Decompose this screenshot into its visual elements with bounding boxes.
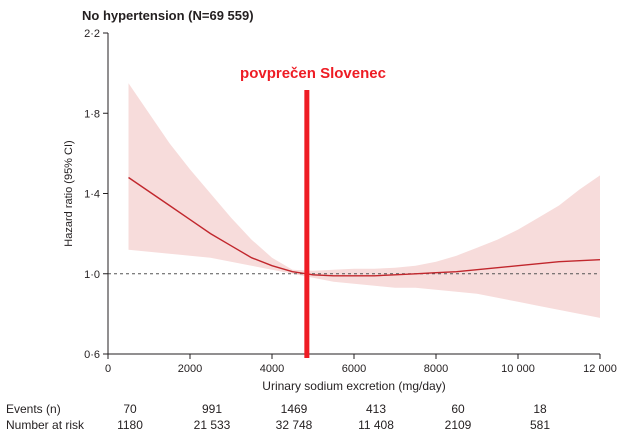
confidence-band: [128, 83, 600, 318]
y-tick-label: 1·0: [84, 269, 100, 281]
y-tick-label: 1·8: [84, 108, 100, 120]
x-tick-label: 12 000: [583, 363, 617, 375]
x-axis-label: Urinary sodium excretion (mg/day): [262, 379, 445, 393]
x-tick-label: 0: [105, 363, 111, 375]
x-tick-label: 6000: [342, 363, 366, 375]
confidence-band-layer: [128, 83, 600, 318]
x-tick-label: 2000: [178, 363, 202, 375]
risk-cell: 21 533: [194, 418, 231, 432]
annotation-layer: povprečen Slovenec: [240, 65, 386, 358]
risk-cell: 581: [530, 418, 550, 432]
risk-cell: 60: [451, 402, 465, 416]
risk-cell: 1469: [281, 402, 308, 416]
x-tick-label: 4000: [260, 363, 284, 375]
risk-cell: 18: [533, 402, 547, 416]
risk-row-label: Events (n): [6, 402, 61, 416]
risk-cell: 413: [366, 402, 386, 416]
y-tick-label: 0·6: [84, 349, 100, 361]
risk-row-label: Number at risk: [6, 418, 85, 432]
axes-layer: 0·6 1·0 1·4 1·8 2·2 0 2000 4000 6000 8000 10 000 12…: [84, 28, 617, 375]
risk-cell: 991: [202, 402, 222, 416]
risk-cell: 11 408: [358, 418, 394, 432]
risk-table: Events (n) 70 991 1469 413 60 18 Number at risk…: [6, 402, 550, 432]
x-tick-label: 8000: [424, 363, 448, 375]
y-tick-label: 2·2: [84, 28, 100, 40]
chart-title: No hypertension (N=69 559): [82, 8, 254, 23]
series-line-layer: [128, 176, 601, 277]
hazard-ratio-line: [128, 176, 601, 277]
y-tick-label: 1·4: [84, 189, 100, 201]
risk-cell: 32 748: [276, 418, 313, 432]
y-axis-label: Hazard ratio (95% CI): [63, 140, 75, 246]
risk-cell: 2109: [445, 418, 472, 432]
average-slovenian-label: povprečen Slovenec: [240, 65, 386, 82]
risk-cell: 70: [123, 402, 137, 416]
x-tick-label: 10 000: [501, 363, 535, 375]
risk-cell: 1180: [117, 418, 143, 432]
